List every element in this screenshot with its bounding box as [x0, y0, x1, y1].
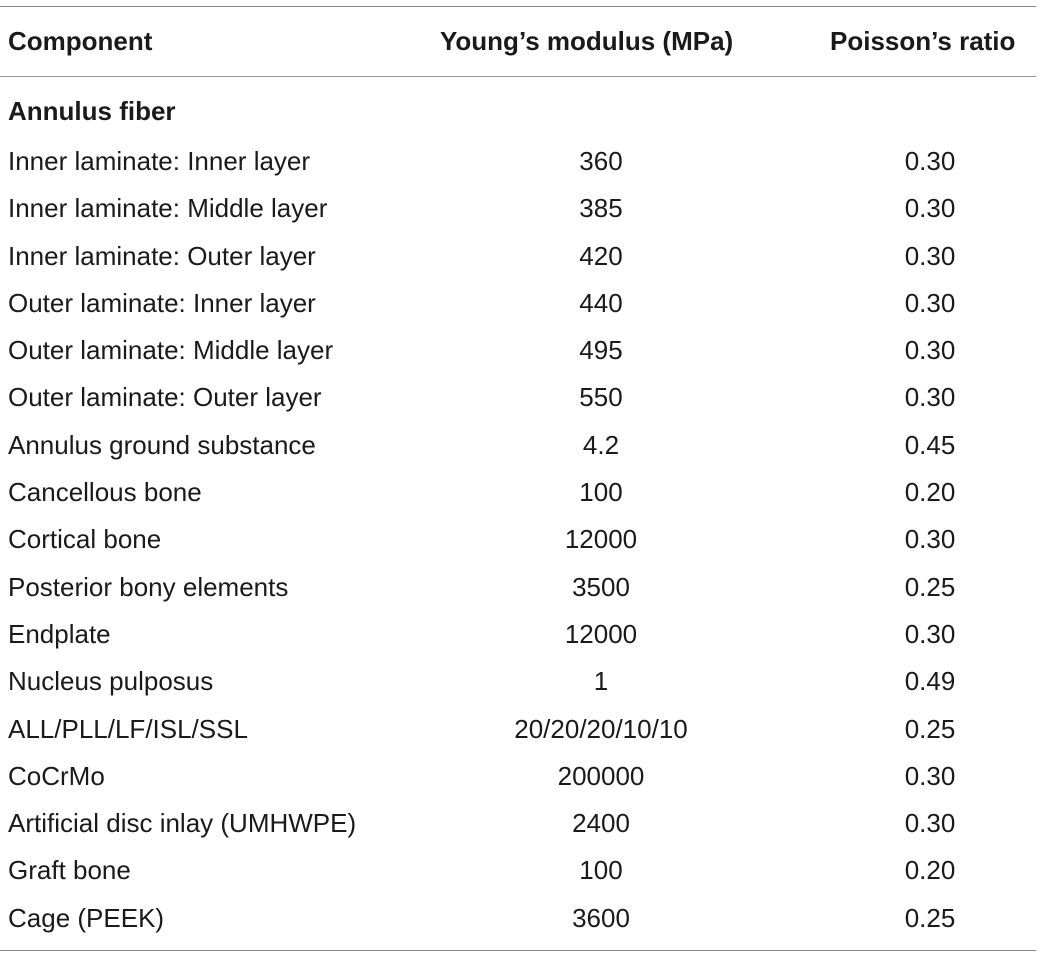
table-row: Inner laminate: Inner layer 360 0.30	[0, 138, 1040, 185]
header-rule	[0, 76, 1036, 77]
cell-youngs-modulus: 3600	[572, 902, 630, 933]
table-row: Cage (PEEK) 3600 0.25	[0, 895, 1040, 942]
cell-component: Outer laminate: Middle layer	[8, 335, 334, 366]
cell-youngs-modulus: 200000	[557, 760, 645, 791]
table-row: Cancellous bone 100 0.20	[0, 469, 1040, 516]
cell-poissons-ratio: 0.25	[904, 571, 956, 602]
bottom-rule	[0, 950, 1036, 951]
table-row: CoCrMo 200000 0.30	[0, 753, 1040, 800]
cell-youngs-modulus: 420	[579, 240, 623, 271]
cell-component: Posterior bony elements	[8, 571, 289, 602]
cell-poissons-ratio: 0.30	[904, 382, 956, 413]
cell-poissons-ratio: 0.30	[904, 240, 956, 271]
cell-poissons-ratio: 0.30	[904, 335, 956, 366]
table-row: Outer laminate: Inner layer 440 0.30	[0, 280, 1040, 327]
cell-youngs-modulus: 3500	[572, 571, 630, 602]
cell-youngs-modulus: 550	[579, 382, 623, 413]
table-row: Graft bone 100 0.20	[0, 847, 1040, 894]
cell-component: Cortical bone	[8, 524, 162, 555]
header-poissons-ratio: Poisson’s ratio	[830, 26, 1016, 56]
cell-component: Outer laminate: Outer layer	[8, 382, 322, 413]
cell-poissons-ratio: 0.30	[904, 808, 956, 839]
cell-poissons-ratio: 0.30	[904, 193, 956, 224]
table-row: Outer laminate: Outer layer 550 0.30	[0, 374, 1040, 421]
cell-poissons-ratio: 0.30	[904, 760, 956, 791]
cell-poissons-ratio: 0.30	[904, 618, 956, 649]
table-row: Outer laminate: Middle layer 495 0.30	[0, 327, 1040, 374]
cell-youngs-modulus: 4.2	[582, 429, 620, 460]
cell-component: Artificial disc inlay (UMHWPE)	[8, 808, 357, 839]
cell-poissons-ratio: 0.25	[904, 713, 956, 744]
cell-poissons-ratio: 0.30	[904, 146, 956, 176]
cell-poissons-ratio: 0.49	[904, 666, 956, 697]
cell-component: ALL/PLL/LF/ISL/SSL	[8, 713, 248, 744]
table-row: Inner laminate: Middle layer 385 0.30	[0, 185, 1040, 232]
cell-component: Endplate	[8, 618, 111, 649]
cell-youngs-modulus: 100	[579, 855, 623, 886]
cell-poissons-ratio: 0.30	[904, 524, 956, 555]
cell-component: Annulus ground substance	[8, 429, 316, 460]
table-row: Artificial disc inlay (UMHWPE) 2400 0.30	[0, 800, 1040, 847]
header-component: Component	[8, 26, 153, 56]
table-row: Cortical bone 12000 0.30	[0, 516, 1040, 563]
cell-youngs-modulus: 360	[579, 146, 623, 176]
header-youngs-modulus: Young’s modulus (MPa)	[440, 26, 734, 56]
cell-component: Cage (PEEK)	[8, 902, 165, 933]
table-row: Annulus ground substance 4.2 0.45	[0, 422, 1040, 469]
cell-poissons-ratio: 0.20	[904, 855, 956, 886]
cell-component: Inner laminate: Outer layer	[8, 240, 316, 271]
cell-component: Inner laminate: Inner layer	[8, 146, 311, 176]
cell-poissons-ratio: 0.20	[904, 477, 956, 508]
cell-component: Nucleus pulposus	[8, 666, 214, 697]
cell-component: Outer laminate: Inner layer	[8, 287, 316, 318]
cell-youngs-modulus: 1	[593, 666, 609, 697]
table-body: Inner laminate: Inner layer 360 0.30 Inner …	[0, 138, 1040, 942]
cell-poissons-ratio: 0.30	[904, 287, 956, 318]
cell-youngs-modulus: 2400	[572, 808, 630, 839]
cell-component: Inner laminate: Middle layer	[8, 193, 328, 224]
cell-youngs-modulus: 12000	[564, 618, 638, 649]
cell-component: CoCrMo	[8, 760, 105, 791]
table-row: Inner laminate: Outer layer 420 0.30	[0, 233, 1040, 280]
section-heading: Annulus fiber	[8, 96, 176, 126]
cell-youngs-modulus: 495	[579, 335, 623, 366]
cell-youngs-modulus: 100	[579, 477, 623, 508]
cell-component: Cancellous bone	[8, 477, 202, 508]
cell-poissons-ratio: 0.45	[904, 429, 956, 460]
table-header-row: Component Young’s modulus (MPa) Poisson’…	[0, 22, 1040, 62]
top-rule	[0, 6, 1036, 7]
cell-component: Graft bone	[8, 855, 131, 886]
table-row: Posterior bony elements 3500 0.25	[0, 564, 1040, 611]
cell-youngs-modulus: 385	[579, 193, 623, 224]
table-row: Nucleus pulposus 1 0.49	[0, 658, 1040, 705]
cell-youngs-modulus: 12000	[564, 524, 638, 555]
cell-youngs-modulus: 20/20/20/10/10	[514, 713, 688, 744]
cell-poissons-ratio: 0.25	[904, 902, 956, 933]
table-row: ALL/PLL/LF/ISL/SSL 20/20/20/10/10 0.25	[0, 706, 1040, 753]
table-row: Endplate 12000 0.30	[0, 611, 1040, 658]
cell-youngs-modulus: 440	[579, 287, 623, 318]
